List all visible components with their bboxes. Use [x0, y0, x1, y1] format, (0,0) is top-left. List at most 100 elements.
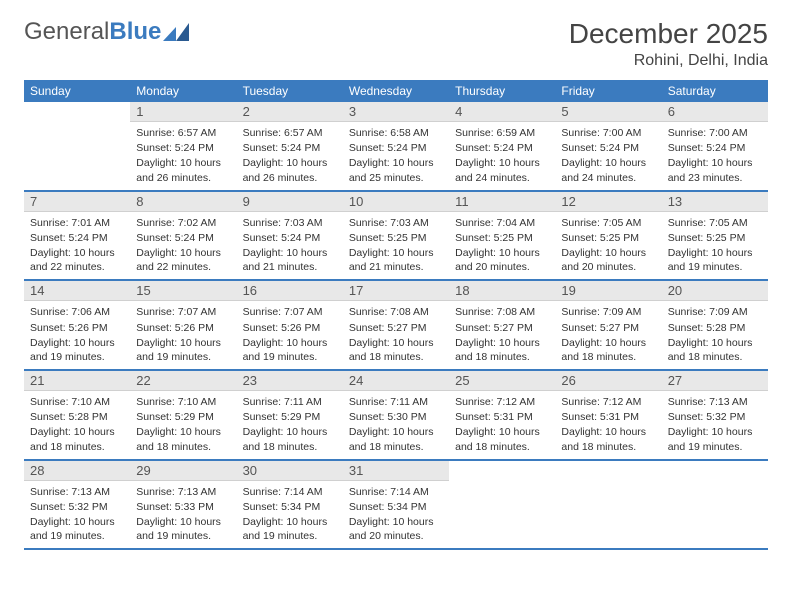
daylight-text: Daylight: 10 hours and 18 minutes.	[668, 336, 762, 364]
sunset-text: Sunset: 5:27 PM	[455, 321, 549, 335]
calendar-week-row: 14Sunrise: 7:06 AMSunset: 5:26 PMDayligh…	[24, 280, 768, 370]
calendar-cell	[555, 460, 661, 550]
calendar-cell: 7Sunrise: 7:01 AMSunset: 5:24 PMDaylight…	[24, 191, 130, 281]
calendar-cell: 3Sunrise: 6:58 AMSunset: 5:24 PMDaylight…	[343, 102, 449, 191]
sunrise-text: Sunrise: 7:08 AM	[455, 305, 549, 319]
calendar-cell: 2Sunrise: 6:57 AMSunset: 5:24 PMDaylight…	[237, 102, 343, 191]
calendar-cell: 13Sunrise: 7:05 AMSunset: 5:25 PMDayligh…	[662, 191, 768, 281]
calendar-cell	[24, 102, 130, 191]
day-number: 15	[130, 281, 236, 301]
sunset-text: Sunset: 5:30 PM	[349, 410, 443, 424]
day-details: Sunrise: 7:00 AMSunset: 5:24 PMDaylight:…	[662, 122, 768, 190]
month-title: December 2025	[569, 18, 768, 50]
day-details: Sunrise: 7:13 AMSunset: 5:33 PMDaylight:…	[130, 481, 236, 549]
calendar-cell: 17Sunrise: 7:08 AMSunset: 5:27 PMDayligh…	[343, 280, 449, 370]
daylight-text: Daylight: 10 hours and 19 minutes.	[136, 515, 230, 543]
sunset-text: Sunset: 5:29 PM	[136, 410, 230, 424]
logo-icon	[163, 23, 189, 41]
day-details: Sunrise: 6:59 AMSunset: 5:24 PMDaylight:…	[449, 122, 555, 190]
sunrise-text: Sunrise: 7:04 AM	[455, 216, 549, 230]
sunset-text: Sunset: 5:24 PM	[349, 141, 443, 155]
day-details: Sunrise: 7:02 AMSunset: 5:24 PMDaylight:…	[130, 212, 236, 280]
sunrise-text: Sunrise: 7:05 AM	[668, 216, 762, 230]
sunset-text: Sunset: 5:32 PM	[668, 410, 762, 424]
daylight-text: Daylight: 10 hours and 24 minutes.	[561, 156, 655, 184]
calendar-week-row: 1Sunrise: 6:57 AMSunset: 5:24 PMDaylight…	[24, 102, 768, 191]
calendar-cell: 4Sunrise: 6:59 AMSunset: 5:24 PMDaylight…	[449, 102, 555, 191]
sunset-text: Sunset: 5:33 PM	[136, 500, 230, 514]
weekday-header: Saturday	[662, 80, 768, 102]
daylight-text: Daylight: 10 hours and 21 minutes.	[243, 246, 337, 274]
day-details: Sunrise: 7:13 AMSunset: 5:32 PMDaylight:…	[662, 391, 768, 459]
daylight-text: Daylight: 10 hours and 18 minutes.	[30, 425, 124, 453]
logo-text-1: General	[24, 18, 109, 46]
calendar-cell: 6Sunrise: 7:00 AMSunset: 5:24 PMDaylight…	[662, 102, 768, 191]
calendar-cell: 14Sunrise: 7:06 AMSunset: 5:26 PMDayligh…	[24, 280, 130, 370]
day-number: 11	[449, 192, 555, 212]
day-number: 1	[130, 102, 236, 122]
sunrise-text: Sunrise: 7:14 AM	[349, 485, 443, 499]
sunrise-text: Sunrise: 7:13 AM	[668, 395, 762, 409]
daylight-text: Daylight: 10 hours and 18 minutes.	[136, 425, 230, 453]
logo: GeneralBlue	[24, 18, 189, 46]
sunset-text: Sunset: 5:24 PM	[243, 141, 337, 155]
calendar-body: 1Sunrise: 6:57 AMSunset: 5:24 PMDaylight…	[24, 102, 768, 549]
day-details: Sunrise: 7:07 AMSunset: 5:26 PMDaylight:…	[130, 301, 236, 369]
header: GeneralBlue December 2025 Rohini, Delhi,…	[24, 18, 768, 70]
sunset-text: Sunset: 5:24 PM	[30, 231, 124, 245]
sunset-text: Sunset: 5:34 PM	[349, 500, 443, 514]
daylight-text: Daylight: 10 hours and 18 minutes.	[243, 425, 337, 453]
daylight-text: Daylight: 10 hours and 19 minutes.	[668, 246, 762, 274]
calendar-cell	[449, 460, 555, 550]
calendar-cell: 22Sunrise: 7:10 AMSunset: 5:29 PMDayligh…	[130, 370, 236, 460]
sunset-text: Sunset: 5:24 PM	[136, 231, 230, 245]
sunrise-text: Sunrise: 7:12 AM	[455, 395, 549, 409]
calendar-cell: 19Sunrise: 7:09 AMSunset: 5:27 PMDayligh…	[555, 280, 661, 370]
day-number: 16	[237, 281, 343, 301]
day-number: 20	[662, 281, 768, 301]
sunset-text: Sunset: 5:29 PM	[243, 410, 337, 424]
day-details: Sunrise: 7:05 AMSunset: 5:25 PMDaylight:…	[662, 212, 768, 280]
sunset-text: Sunset: 5:28 PM	[668, 321, 762, 335]
daylight-text: Daylight: 10 hours and 19 minutes.	[243, 515, 337, 543]
day-number: 27	[662, 371, 768, 391]
calendar-week-row: 28Sunrise: 7:13 AMSunset: 5:32 PMDayligh…	[24, 460, 768, 550]
logo-text-2: Blue	[109, 18, 161, 46]
weekday-header: Monday	[130, 80, 236, 102]
day-details: Sunrise: 6:57 AMSunset: 5:24 PMDaylight:…	[237, 122, 343, 190]
calendar-cell: 27Sunrise: 7:13 AMSunset: 5:32 PMDayligh…	[662, 370, 768, 460]
sunrise-text: Sunrise: 6:58 AM	[349, 126, 443, 140]
day-details: Sunrise: 7:11 AMSunset: 5:30 PMDaylight:…	[343, 391, 449, 459]
calendar-cell: 12Sunrise: 7:05 AMSunset: 5:25 PMDayligh…	[555, 191, 661, 281]
daylight-text: Daylight: 10 hours and 20 minutes.	[455, 246, 549, 274]
daylight-text: Daylight: 10 hours and 18 minutes.	[561, 336, 655, 364]
sunrise-text: Sunrise: 7:00 AM	[561, 126, 655, 140]
day-details: Sunrise: 7:09 AMSunset: 5:27 PMDaylight:…	[555, 301, 661, 369]
sunrise-text: Sunrise: 7:08 AM	[349, 305, 443, 319]
sunrise-text: Sunrise: 6:59 AM	[455, 126, 549, 140]
calendar-cell: 20Sunrise: 7:09 AMSunset: 5:28 PMDayligh…	[662, 280, 768, 370]
day-number: 24	[343, 371, 449, 391]
sunset-text: Sunset: 5:31 PM	[455, 410, 549, 424]
day-number: 18	[449, 281, 555, 301]
sunrise-text: Sunrise: 7:07 AM	[136, 305, 230, 319]
sunrise-text: Sunrise: 7:06 AM	[30, 305, 124, 319]
daylight-text: Daylight: 10 hours and 19 minutes.	[136, 336, 230, 364]
calendar-table: SundayMondayTuesdayWednesdayThursdayFrid…	[24, 80, 768, 550]
sunset-text: Sunset: 5:26 PM	[243, 321, 337, 335]
day-details: Sunrise: 7:03 AMSunset: 5:24 PMDaylight:…	[237, 212, 343, 280]
daylight-text: Daylight: 10 hours and 22 minutes.	[30, 246, 124, 274]
day-number: 4	[449, 102, 555, 122]
day-number: 30	[237, 461, 343, 481]
daylight-text: Daylight: 10 hours and 22 minutes.	[136, 246, 230, 274]
day-number: 23	[237, 371, 343, 391]
calendar-cell: 29Sunrise: 7:13 AMSunset: 5:33 PMDayligh…	[130, 460, 236, 550]
daylight-text: Daylight: 10 hours and 18 minutes.	[561, 425, 655, 453]
calendar-cell: 15Sunrise: 7:07 AMSunset: 5:26 PMDayligh…	[130, 280, 236, 370]
day-details: Sunrise: 7:09 AMSunset: 5:28 PMDaylight:…	[662, 301, 768, 369]
calendar-cell: 18Sunrise: 7:08 AMSunset: 5:27 PMDayligh…	[449, 280, 555, 370]
weekday-header: Wednesday	[343, 80, 449, 102]
sunset-text: Sunset: 5:24 PM	[136, 141, 230, 155]
day-details: Sunrise: 6:58 AMSunset: 5:24 PMDaylight:…	[343, 122, 449, 190]
sunrise-text: Sunrise: 6:57 AM	[243, 126, 337, 140]
